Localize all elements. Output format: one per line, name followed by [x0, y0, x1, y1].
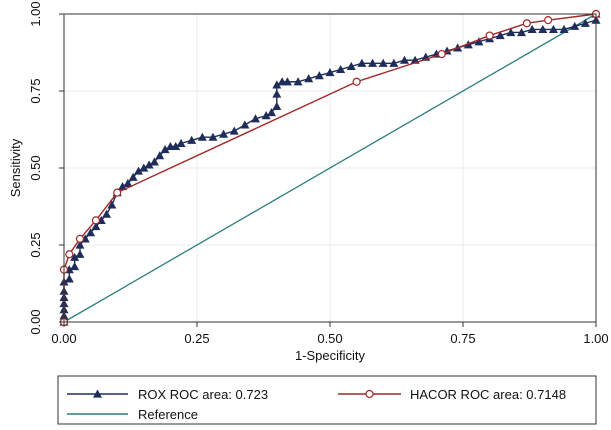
roc-point	[144, 160, 154, 169]
roc-point	[399, 55, 409, 64]
roc-point	[75, 240, 85, 249]
roc-point	[160, 145, 170, 154]
roc-point	[474, 37, 484, 46]
legend-item: Reference	[67, 407, 198, 422]
roc-point	[580, 18, 590, 27]
legend: ROX ROC area: 0.723 HACOR ROC area: 0.714…	[57, 375, 597, 425]
hacor-point	[91, 216, 101, 225]
roc-point	[139, 163, 149, 172]
roc-point	[389, 58, 399, 67]
roc-point	[219, 129, 229, 138]
roc-point	[357, 58, 367, 67]
x-tick-label: 0.75	[450, 331, 475, 346]
x-tick-label: 1.00	[583, 331, 608, 346]
roc-point	[86, 228, 96, 237]
roc-point	[240, 120, 250, 129]
hacor-point	[485, 31, 494, 40]
series-line	[63, 13, 597, 323]
roc-point	[266, 108, 276, 117]
roc-point	[128, 172, 138, 181]
series-layer	[59, 9, 601, 327]
roc-point	[208, 132, 218, 141]
roc-point	[346, 61, 356, 70]
roc-point	[133, 166, 143, 175]
x-tick-label: 0.00	[51, 331, 76, 346]
legend-marker	[365, 389, 374, 399]
roc-point	[272, 89, 282, 98]
y-tick-label: 1.00	[28, 1, 43, 26]
roc-point	[325, 68, 335, 77]
roc-point	[118, 181, 128, 191]
roc-point	[282, 77, 292, 86]
roc-point	[378, 58, 388, 67]
roc-point	[70, 252, 80, 261]
roc-point	[495, 31, 505, 40]
hacor-point	[522, 19, 531, 28]
legend-label: Reference	[138, 407, 198, 422]
y-tick-label: 0.25	[28, 232, 43, 257]
y-axis-title: Sensitivity	[8, 138, 23, 197]
hacor-point	[544, 16, 553, 25]
roc-point	[91, 222, 101, 231]
roc-point	[149, 157, 159, 166]
roc-point	[304, 74, 314, 83]
roc-point	[64, 274, 74, 283]
hacor-point	[75, 234, 85, 243]
roc-point	[70, 262, 80, 271]
roc-point	[368, 58, 378, 67]
legend-box	[57, 375, 597, 425]
x-axis-title: 1-Specificity	[295, 348, 366, 363]
roc-point	[197, 132, 207, 141]
roc-point	[293, 77, 303, 86]
x-tick-label: 0.25	[184, 331, 209, 346]
roc-point	[272, 101, 282, 110]
roc-point	[538, 24, 548, 33]
hacor-point	[352, 77, 361, 86]
roc-point	[517, 27, 527, 37]
roc-point	[107, 200, 117, 209]
roc-point	[336, 64, 346, 74]
axes: 0.00 0.25 0.50 0.75 1.00 0.00 0.25 0.50 0.75 1.00	[28, 1, 609, 346]
roc-point	[171, 141, 181, 151]
roc-point	[548, 24, 558, 33]
roc-point	[314, 71, 324, 80]
legend-marker	[93, 389, 102, 398]
series-2	[63, 13, 597, 323]
roc-point	[187, 135, 197, 144]
roc-point	[272, 80, 282, 89]
roc-point	[176, 138, 186, 147]
legend-label: HACOR ROC area: 0.7148	[410, 387, 566, 402]
y-tick-label: 0.50	[28, 155, 43, 180]
hacor-point	[113, 188, 122, 197]
y-tick-label: 0.75	[28, 78, 43, 103]
y-tick-label: 0.00	[28, 309, 43, 334]
roc-point	[155, 151, 165, 160]
roc-point	[123, 178, 133, 187]
roc-point	[559, 24, 569, 33]
hacor-point	[437, 49, 446, 59]
roc-point	[229, 126, 239, 135]
legend-label: ROX ROC area: 0.723	[138, 387, 268, 402]
legend-item: ROX ROC area: 0.723	[67, 387, 268, 402]
roc-point	[261, 111, 271, 120]
x-tick-label: 0.50	[317, 331, 342, 346]
roc-point	[506, 27, 516, 37]
hacor-point	[65, 250, 74, 259]
legend-item: HACOR ROC area: 0.7148	[338, 387, 566, 402]
roc-point	[570, 21, 580, 30]
series-1	[59, 9, 601, 327]
roc-point	[527, 24, 537, 33]
roc-point	[75, 249, 85, 258]
roc-point	[102, 209, 112, 218]
roc-point	[251, 114, 261, 123]
